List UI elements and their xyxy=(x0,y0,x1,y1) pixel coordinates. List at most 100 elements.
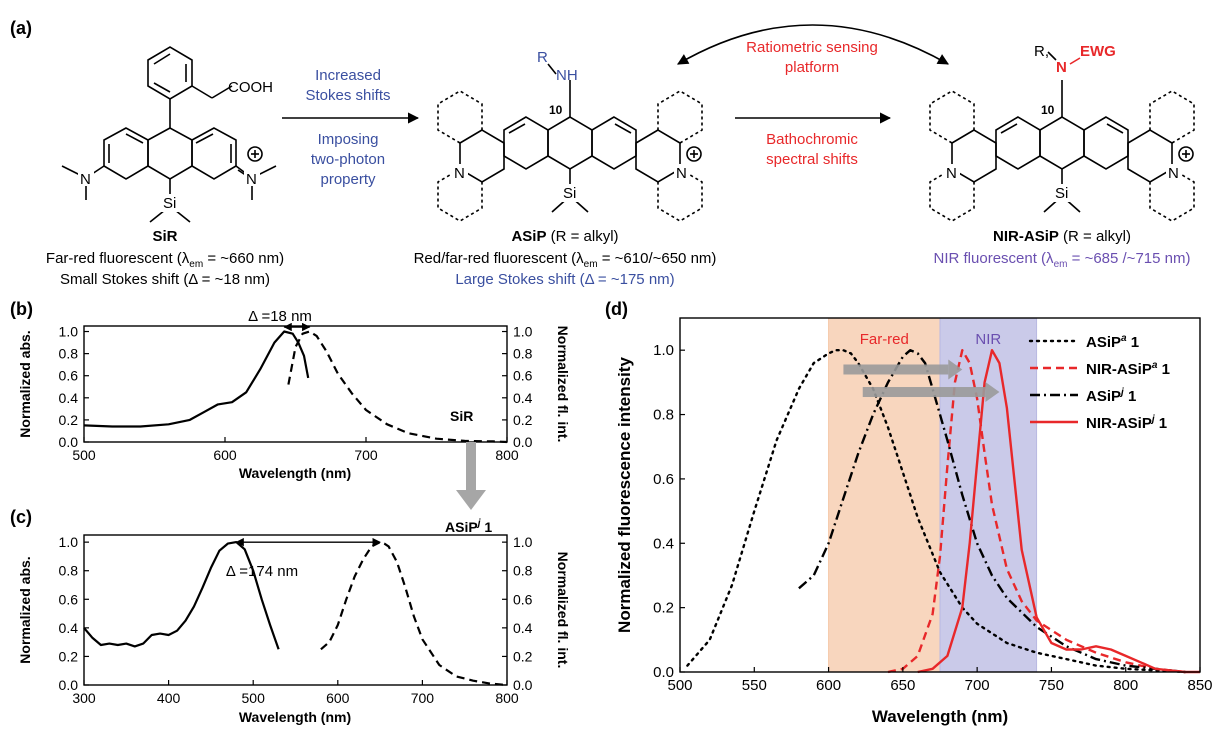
nirasip-si-bg xyxy=(1052,184,1074,202)
nirasip-desc-1: NIR fluorescent (λem = ~685 /~715 nm) xyxy=(934,250,1191,270)
asip-n2-bg xyxy=(674,164,690,180)
panel-d-label: (d) xyxy=(605,299,628,319)
panel-b-delta-label: Δ =18 nm xyxy=(248,308,312,325)
panel-c-delta-label: Δ =174 nm xyxy=(226,563,298,580)
legend-label-0: ASiPa 1 xyxy=(1086,333,1139,351)
ratiometric-double-arrow xyxy=(677,24,949,65)
arrow-2-bottom-1: Bathochromic xyxy=(766,131,858,148)
legend-label-3: NIR-ASiPj 1 xyxy=(1086,414,1167,432)
panel-b-compound-label: SiR xyxy=(450,408,473,424)
y-tick-label-right: 0.8 xyxy=(513,563,533,579)
arrow-1-bottom-1: Imposing xyxy=(318,131,379,148)
nirasip-n2-label: N xyxy=(1168,165,1179,182)
series-line-0 xyxy=(83,330,310,428)
asip-desc-2: Large Stokes shift (Δ = ~175 nm) xyxy=(455,271,674,288)
x-tick-label: 300 xyxy=(72,690,96,706)
series-line-0 xyxy=(83,540,280,650)
conversion-arrow-head xyxy=(456,490,486,510)
panel-d-legend: ASiPa 1 NIR-ASiPa 1 ASiPj 1 NIR-ASiPj 1 xyxy=(1028,333,1170,432)
series-line-1 xyxy=(320,540,508,687)
asip-desc-1: Red/far-red fluorescent (λem = ~610/~650… xyxy=(414,250,717,270)
nirasip-n: N xyxy=(1056,59,1067,76)
panel-c-label: (c) xyxy=(10,507,32,527)
nirasip-n1-bg xyxy=(944,164,960,180)
y-tick-label: 1.0 xyxy=(59,534,79,550)
arrow-2-labels: Ratiometric sensing platform Bathochromi… xyxy=(746,39,878,168)
y-tick-label: 0.8 xyxy=(59,346,79,362)
panel-c-ylabel-left: Normalized abs. xyxy=(17,556,33,663)
panel-c-compound-label: ASiPj 1 xyxy=(445,518,492,535)
sir-n1-label: N xyxy=(80,171,91,188)
y-tick-label: 1.0 xyxy=(59,324,79,340)
shift-arrow-head-1 xyxy=(985,382,1000,403)
y-tick-label: 0.2 xyxy=(59,648,79,664)
arrow-2-top-2: platform xyxy=(785,59,839,76)
legend-label-2: ASiPj 1 xyxy=(1086,387,1136,405)
panel-c-ylabel-right: Normalized fl. int. xyxy=(555,552,571,669)
nirasip-si-label: Si xyxy=(1055,185,1068,202)
panel-b-label: (b) xyxy=(10,299,33,319)
sir-n2-label: N xyxy=(246,171,257,188)
arrow-2-bottom-2: spectral shifts xyxy=(766,151,858,168)
x-tick-label: 700 xyxy=(354,447,378,463)
y-tick-label-right: 1.0 xyxy=(513,324,533,340)
sir-structure xyxy=(61,46,277,223)
asip-r: R xyxy=(537,49,548,66)
y-tick-label: 0.0 xyxy=(59,434,79,450)
x-tick-label: 700 xyxy=(411,690,435,706)
y-tick-label-right: 0.4 xyxy=(513,620,533,636)
arrow-1-bottom-3: property xyxy=(320,171,376,188)
asip-nh: NH xyxy=(556,67,578,84)
y-tick-label: 1.0 xyxy=(653,342,674,359)
series-line-3 xyxy=(917,349,1200,674)
panel-b-xlabel: Wavelength (nm) xyxy=(239,465,351,481)
panel-d: (d) Far-red NIR 500 550 600 650 700 750 800 850 0… xyxy=(605,299,1213,726)
y-tick-label-right: 0.4 xyxy=(513,390,533,406)
panel-d-xlabel: Wavelength (nm) xyxy=(872,707,1008,726)
conversion-arrow-shaft xyxy=(466,442,476,490)
arrow-1-bottom-2: two-photon xyxy=(311,151,385,168)
panel-a: (a) Si N N COOH SiR xyxy=(10,18,1195,288)
panel-b-frame xyxy=(83,325,508,443)
panel-d-ylabel: Normalized fluorescence intensity xyxy=(615,357,634,633)
panel-a-label: (a) xyxy=(10,18,32,38)
panel-b-ylabel-right: Normalized fl. int. xyxy=(555,326,571,443)
arrow-1-labels: Increased Stokes shifts Imposing two-pho… xyxy=(305,67,390,188)
nirasip-ewg: EWG xyxy=(1080,43,1116,60)
y-tick-label: 0.6 xyxy=(59,368,79,384)
panel-d-frame xyxy=(679,317,1201,673)
x-tick-label: 500 xyxy=(667,677,692,694)
sir-desc-2: Small Stokes shift (Δ = ~18 nm) xyxy=(60,271,270,288)
x-tick-label: 850 xyxy=(1187,677,1212,694)
y-tick-label: 0.4 xyxy=(59,390,79,406)
nirasip-position: 10 xyxy=(1041,103,1055,117)
y-tick-label: 0.2 xyxy=(59,412,79,428)
panel-b-ylabel-left: Normalized abs. xyxy=(17,330,33,437)
y-tick-label-right: 0.2 xyxy=(513,412,533,428)
y-tick-label-right: 0.2 xyxy=(513,648,533,664)
x-tick-label: 800 xyxy=(495,690,519,706)
x-tick-label: 800 xyxy=(495,447,519,463)
x-tick-label: 650 xyxy=(890,677,915,694)
panel-c-frame xyxy=(83,534,508,686)
y-tick-label: 0.6 xyxy=(653,471,674,488)
asip-structure xyxy=(437,63,703,222)
shift-arrow-head-0 xyxy=(948,359,963,380)
asip-si-label: Si xyxy=(563,185,576,202)
x-tick-label: 550 xyxy=(742,677,767,694)
x-tick-label: 750 xyxy=(1039,677,1064,694)
band-label-0: Far-red xyxy=(860,331,909,348)
nirasip-r: R, xyxy=(1034,43,1049,60)
panel-d-bands: Far-red NIR xyxy=(828,317,1038,673)
asip-n2-label: N xyxy=(676,165,687,182)
x-tick-label: 600 xyxy=(816,677,841,694)
asip-n1-label: N xyxy=(454,165,465,182)
y-tick-label: 0.0 xyxy=(653,664,674,681)
y-tick-label: 0.0 xyxy=(59,677,79,693)
y-tick-label: 0.8 xyxy=(653,407,674,424)
asip-si-bg xyxy=(560,184,582,202)
y-tick-label-right: 1.0 xyxy=(513,534,533,550)
